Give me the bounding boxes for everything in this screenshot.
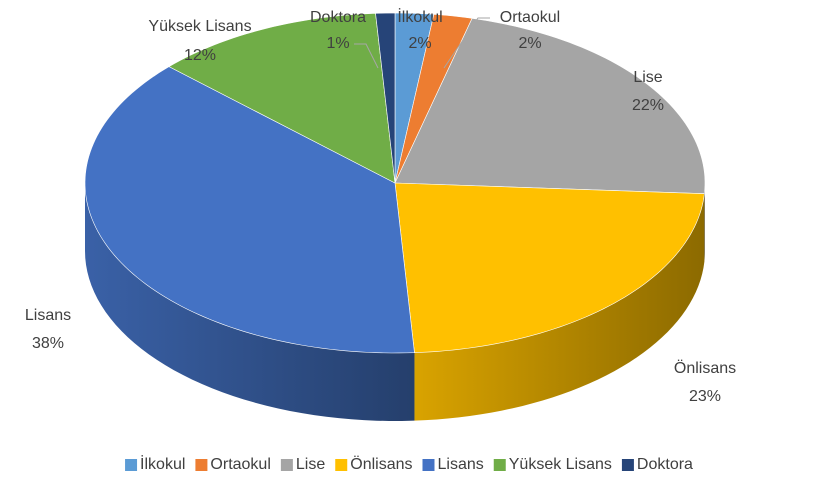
data-label-name: İlkokul [397, 7, 442, 26]
slice [168, 13, 396, 184]
legend-swatch [280, 459, 293, 471]
data-label-name: Yüksek Lisans [148, 18, 251, 35]
legend-swatch [422, 459, 435, 471]
slice-side [85, 183, 415, 421]
slice-side [704, 183, 705, 262]
slice [84, 66, 415, 354]
slice [394, 182, 705, 353]
data-label-name: Ortaokul [500, 9, 560, 26]
data-label-value: 2% [408, 35, 431, 52]
legend-label: İlkokul [140, 454, 185, 473]
leader-line [354, 43, 379, 69]
data-label-value: 23% [689, 388, 721, 405]
legend-label: Doktora [637, 456, 693, 473]
data-label-value: 22% [632, 97, 664, 114]
data-label-value: 1% [326, 35, 349, 52]
data-labels: İlkokul 2% Ortaokul 2% Lise 22% Önlisans 23% Lis… [25, 7, 736, 405]
legend-swatch [493, 459, 506, 471]
data-label-value: 38% [32, 335, 64, 352]
slice-side [414, 193, 705, 421]
data-label-value: 2% [518, 35, 541, 52]
slice [394, 18, 706, 194]
legend-swatch [621, 459, 634, 471]
pie-tops [84, 12, 706, 354]
data-label-name: Lisans [25, 307, 71, 324]
legend-swatch [335, 459, 348, 471]
legend-label: Önlisans [350, 455, 412, 473]
legend-label: Lise [296, 456, 325, 473]
legend-label: Lisans [437, 456, 483, 473]
legend-label: Ortaokul [210, 456, 270, 473]
data-label-name: Önlisans [674, 359, 736, 377]
pie-sides [85, 183, 705, 421]
leader-line [443, 17, 490, 69]
data-label-name: Doktora [310, 9, 366, 26]
legend-label: Yüksek Lisans [509, 456, 612, 473]
slice [375, 12, 396, 184]
legend: İlkokul Ortaokul Lise Önlisans Lisans Yüksek … [125, 454, 693, 473]
slice [394, 14, 473, 184]
legend-swatch [125, 459, 138, 471]
legend-swatch [195, 459, 208, 471]
data-label-value: 12% [184, 47, 216, 64]
data-label-name: Lise [633, 69, 662, 86]
